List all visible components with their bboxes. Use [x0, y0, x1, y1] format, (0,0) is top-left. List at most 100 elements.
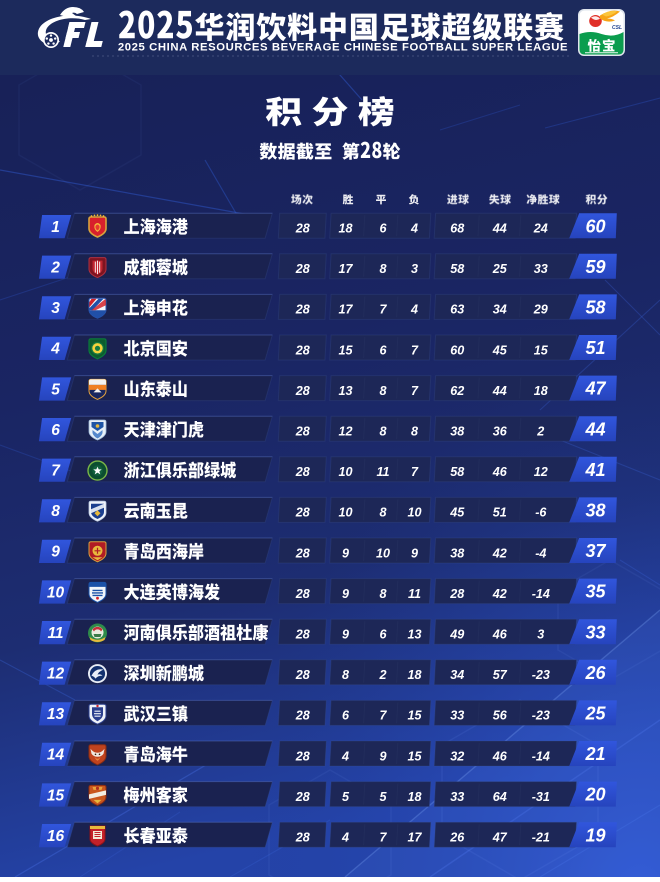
svg-text:8: 8	[379, 506, 386, 520]
svg-text:8: 8	[379, 425, 386, 439]
svg-text:46: 46	[492, 628, 508, 642]
svg-text:15: 15	[407, 749, 422, 763]
svg-text:2: 2	[50, 260, 60, 277]
svg-text:60: 60	[585, 216, 605, 236]
svg-text:3: 3	[537, 628, 544, 642]
svg-text:28: 28	[449, 587, 464, 601]
svg-text:25: 25	[492, 262, 508, 276]
svg-text:9: 9	[51, 544, 60, 561]
svg-text:68: 68	[450, 222, 464, 236]
svg-text:4: 4	[410, 222, 418, 236]
svg-text:9: 9	[379, 749, 386, 763]
svg-text:26: 26	[449, 831, 465, 845]
svg-text:47: 47	[492, 831, 508, 845]
svg-text:6: 6	[51, 422, 60, 439]
svg-text:13: 13	[338, 384, 352, 398]
svg-text:37: 37	[585, 541, 606, 561]
svg-text:3: 3	[411, 262, 418, 276]
svg-text:17: 17	[407, 831, 422, 845]
svg-text:51: 51	[493, 506, 507, 520]
svg-text:41: 41	[584, 460, 605, 480]
svg-text:28: 28	[295, 749, 310, 763]
svg-text:10: 10	[338, 465, 352, 479]
svg-text:12: 12	[534, 465, 548, 479]
svg-text:28: 28	[295, 425, 310, 439]
svg-text:28: 28	[295, 546, 310, 560]
svg-text:46: 46	[492, 749, 508, 763]
svg-text:28: 28	[295, 790, 310, 804]
svg-text:18: 18	[338, 222, 352, 236]
svg-text:-23: -23	[532, 668, 550, 682]
svg-text:58: 58	[450, 262, 464, 276]
svg-text:36: 36	[493, 425, 508, 439]
svg-text:3: 3	[51, 300, 60, 317]
svg-text:7: 7	[379, 709, 387, 723]
svg-text:6: 6	[379, 222, 387, 236]
svg-text:10: 10	[47, 584, 65, 601]
svg-text:44: 44	[492, 222, 507, 236]
svg-text:12: 12	[338, 425, 352, 439]
svg-text:18: 18	[407, 790, 421, 804]
svg-text:-31: -31	[532, 790, 550, 804]
svg-text:-4: -4	[535, 546, 546, 560]
svg-text:10: 10	[407, 506, 421, 520]
svg-text:60: 60	[450, 343, 464, 357]
svg-text:2: 2	[378, 668, 386, 682]
svg-text:11: 11	[408, 587, 421, 601]
svg-text:42: 42	[492, 546, 507, 560]
svg-text:6: 6	[379, 628, 387, 642]
svg-text:28: 28	[295, 222, 310, 236]
svg-text:28: 28	[295, 709, 310, 723]
svg-text:62: 62	[450, 384, 464, 398]
svg-text:7: 7	[379, 831, 387, 845]
svg-text:28: 28	[295, 668, 310, 682]
svg-text:34: 34	[493, 303, 507, 317]
svg-text:28: 28	[295, 384, 310, 398]
svg-text:21: 21	[584, 744, 605, 764]
svg-text:15: 15	[407, 709, 422, 723]
svg-text:4: 4	[410, 303, 418, 317]
svg-text:8: 8	[411, 425, 418, 439]
svg-text:18: 18	[534, 384, 548, 398]
svg-text:11: 11	[376, 465, 389, 479]
svg-text:26: 26	[584, 663, 606, 683]
svg-text:5: 5	[342, 790, 350, 804]
svg-text:CSL: CSL	[612, 25, 622, 31]
svg-text:-21: -21	[532, 831, 550, 845]
svg-text:7: 7	[51, 463, 61, 480]
svg-text:18: 18	[407, 668, 421, 682]
svg-text:9: 9	[342, 628, 349, 642]
svg-text:7: 7	[411, 465, 419, 479]
svg-text:8: 8	[51, 503, 60, 520]
svg-text:15: 15	[47, 787, 65, 804]
svg-text:2025 CHINA RESOURCES BEVERAGE: 2025 CHINA RESOURCES BEVERAGE CHINESE FO…	[118, 42, 568, 54]
svg-text:7: 7	[411, 384, 419, 398]
svg-text:15: 15	[338, 343, 353, 357]
svg-text:38: 38	[450, 546, 464, 560]
svg-text:-14: -14	[532, 587, 550, 601]
svg-text:6: 6	[379, 343, 387, 357]
svg-text:9: 9	[342, 587, 349, 601]
svg-text:4: 4	[341, 749, 349, 763]
svg-text:44: 44	[492, 384, 507, 398]
svg-text:17: 17	[338, 262, 353, 276]
svg-text:57: 57	[493, 668, 508, 682]
svg-text:28: 28	[295, 587, 310, 601]
svg-text:4: 4	[341, 831, 349, 845]
svg-text:5: 5	[379, 790, 387, 804]
svg-text:51: 51	[585, 338, 605, 358]
svg-text:28: 28	[295, 506, 310, 520]
svg-text:10: 10	[338, 506, 352, 520]
svg-text:7: 7	[411, 343, 419, 357]
svg-text:38: 38	[450, 425, 464, 439]
svg-text:33: 33	[450, 709, 464, 723]
svg-text:13: 13	[47, 706, 65, 723]
svg-text:34: 34	[450, 668, 464, 682]
svg-text:15: 15	[534, 343, 549, 357]
svg-text:17: 17	[338, 303, 353, 317]
svg-text:-14: -14	[532, 749, 550, 763]
svg-text:25: 25	[584, 704, 606, 724]
svg-text:49: 49	[449, 628, 464, 642]
svg-text:42: 42	[492, 587, 507, 601]
svg-text:10: 10	[376, 546, 390, 560]
